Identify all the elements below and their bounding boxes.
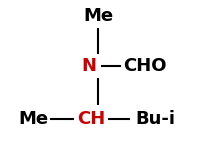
Text: Me: Me [83,7,113,25]
Text: CH: CH [77,110,105,128]
Text: Me: Me [18,110,48,128]
Text: Bu-i: Bu-i [134,110,174,128]
Text: N: N [81,57,96,75]
Text: CHO: CHO [123,57,166,75]
